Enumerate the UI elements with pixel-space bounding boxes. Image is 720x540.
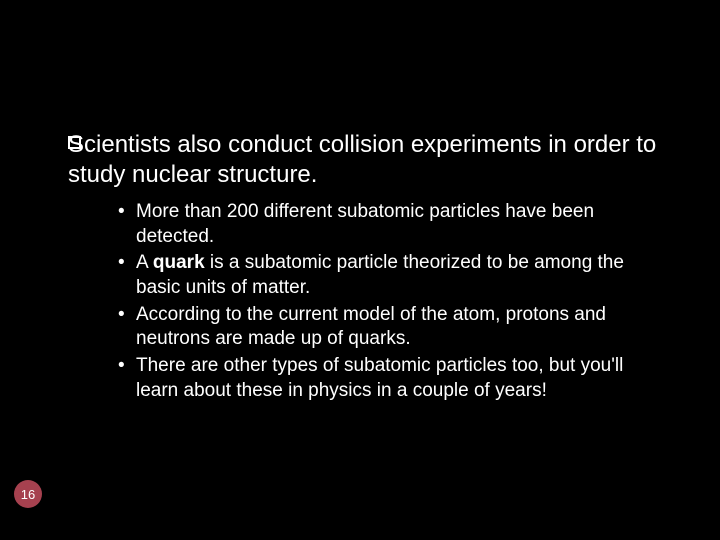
sub-bullet-list: More than 200 different subatomic partic… bbox=[68, 200, 660, 404]
slide: Scientists also conduct collision experi… bbox=[0, 0, 720, 540]
main-point-text: Scientists also conduct collision experi… bbox=[68, 130, 660, 190]
main-point: Scientists also conduct collision experi… bbox=[68, 130, 660, 190]
bullet-text-post: is a subatomic particle theorized to be … bbox=[136, 252, 624, 298]
list-item: More than 200 different subatomic partic… bbox=[118, 200, 660, 249]
bullet-text-pre: More than 200 different subatomic partic… bbox=[136, 201, 594, 247]
list-item: A quark is a subatomic particle theorize… bbox=[118, 251, 660, 300]
bullet-text-pre: According to the current model of the at… bbox=[136, 304, 606, 350]
bullet-text-pre: There are other types of subatomic parti… bbox=[136, 355, 623, 401]
square-bullet-icon bbox=[68, 136, 81, 149]
bullet-text-pre: A bbox=[136, 252, 153, 273]
page-number: 16 bbox=[21, 487, 35, 502]
bullet-text-bold: quark bbox=[153, 252, 205, 273]
list-item: According to the current model of the at… bbox=[118, 303, 660, 352]
page-number-badge: 16 bbox=[14, 480, 42, 508]
list-item: There are other types of subatomic parti… bbox=[118, 354, 660, 403]
